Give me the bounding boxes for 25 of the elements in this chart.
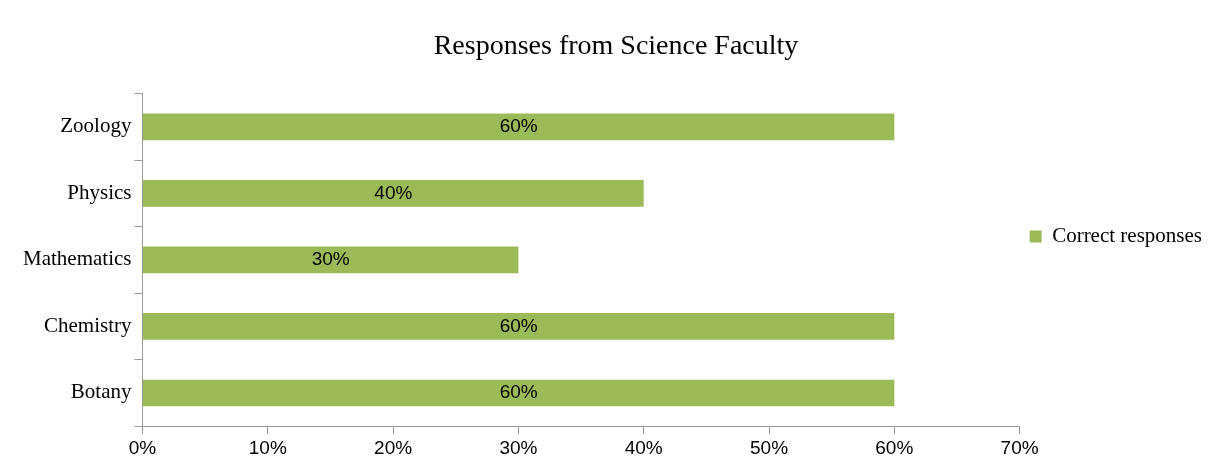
- x-tick-label: 50%: [750, 436, 789, 458]
- x-tick-label: 40%: [624, 436, 663, 458]
- y-tick-label: Chemistry: [43, 312, 132, 337]
- data-label: 60%: [499, 381, 538, 403]
- chart-title: Responses from Science Faculty: [433, 29, 799, 61]
- x-tick-label: 10%: [248, 436, 287, 458]
- bar: [142, 379, 895, 407]
- bar: [142, 313, 895, 340]
- data-label: 30%: [311, 248, 350, 270]
- y-tick-label: Botany: [70, 379, 132, 404]
- x-tick-label: 70%: [1000, 436, 1039, 458]
- bar: [142, 180, 644, 207]
- x-tick-label: 0%: [128, 436, 157, 458]
- x-tick-label: 30%: [499, 436, 538, 458]
- y-tick-label: Zoology: [60, 113, 132, 138]
- y-tick-label: Mathematics: [23, 246, 132, 271]
- y-tick-label: Physics: [67, 179, 132, 204]
- bar: [142, 113, 895, 141]
- data-label: 60%: [499, 314, 538, 336]
- legend-label: Correct responses: [1052, 223, 1202, 248]
- data-label: 60%: [499, 115, 538, 137]
- bar: [142, 246, 519, 274]
- x-tick-label: 60%: [875, 436, 914, 458]
- data-label: 40%: [374, 181, 413, 203]
- x-tick-label: 20%: [374, 436, 413, 458]
